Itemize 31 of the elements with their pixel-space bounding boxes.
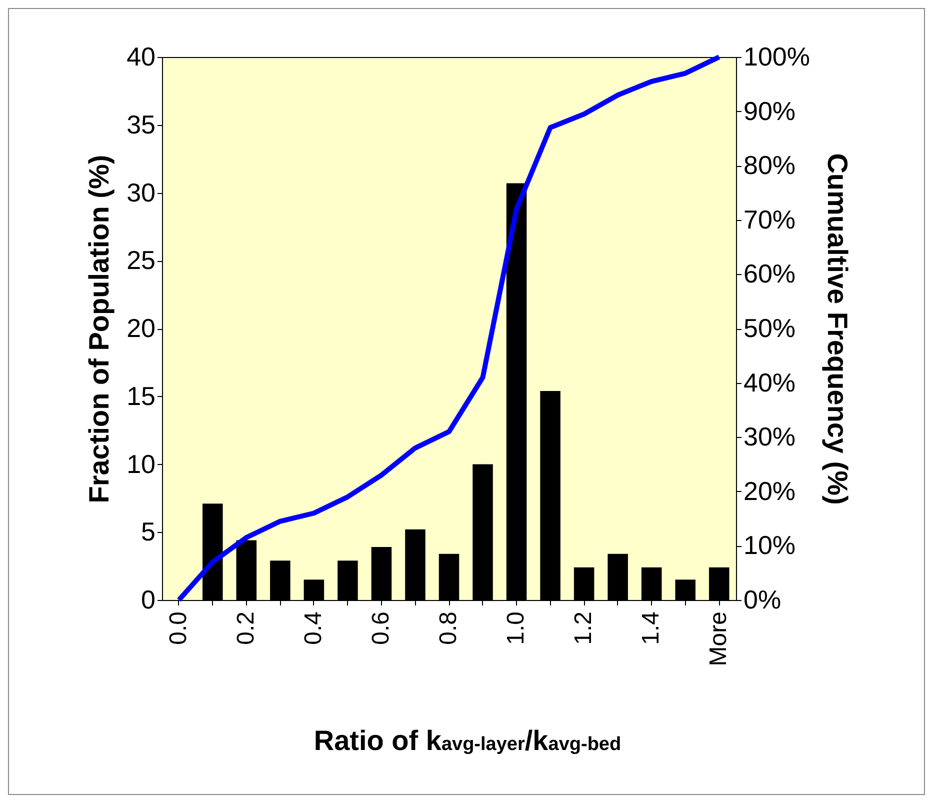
y-tick-label: 0 bbox=[141, 584, 156, 614]
y-tick-label: 15 bbox=[126, 380, 156, 411]
y-tick-label: 30 bbox=[126, 177, 156, 208]
x-tick-label: More bbox=[705, 612, 732, 666]
y2-tick-label: 90% bbox=[744, 96, 796, 126]
y2-tick-label: 10% bbox=[744, 530, 796, 560]
y2-axis-title: Cumualtive Frequency (%) bbox=[822, 153, 853, 505]
y-tick-label: 20 bbox=[126, 313, 156, 343]
x-tick-label: 1.2 bbox=[570, 612, 598, 645]
y2-tick-label: 60% bbox=[744, 258, 796, 289]
y-tick-label: 10 bbox=[126, 448, 156, 479]
x-tick-label: 0.8 bbox=[435, 612, 462, 645]
y-tick-label: 40 bbox=[126, 42, 156, 72]
y2-tick-label: 20% bbox=[744, 476, 796, 506]
x-tick-label: 0.4 bbox=[300, 612, 327, 645]
y2-tick-label: 70% bbox=[744, 204, 796, 234]
y2-tick-label: 30% bbox=[744, 422, 796, 452]
y-tick-label: 25 bbox=[126, 245, 156, 276]
y2-tick-label: 100% bbox=[744, 42, 810, 72]
y-tick-label: 5 bbox=[141, 516, 156, 547]
y2-tick-label: 40% bbox=[744, 367, 796, 398]
x-tick-label: 0.6 bbox=[367, 612, 394, 645]
x-tick-label: 0.2 bbox=[232, 612, 260, 645]
y2-tick-label: 0% bbox=[744, 584, 782, 614]
x-tick-label: 1.4 bbox=[638, 612, 665, 645]
y-axis-title: Fraction of Population (%) bbox=[84, 154, 115, 504]
y2-tick-label: 50% bbox=[744, 313, 796, 343]
y2-tick-label: 80% bbox=[744, 150, 796, 180]
y-tick-label: 35 bbox=[126, 109, 156, 140]
x-tick-label: 0.0 bbox=[164, 612, 192, 645]
x-tick-label: 1.0 bbox=[502, 612, 530, 645]
